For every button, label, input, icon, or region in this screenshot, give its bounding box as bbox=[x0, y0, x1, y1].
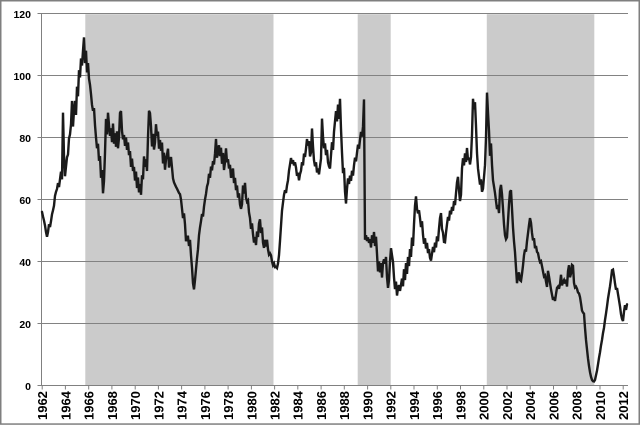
svg-text:2008: 2008 bbox=[570, 391, 585, 420]
svg-text:80: 80 bbox=[19, 133, 31, 145]
svg-text:1964: 1964 bbox=[58, 390, 73, 420]
svg-text:2012: 2012 bbox=[616, 391, 631, 420]
svg-text:60: 60 bbox=[19, 195, 31, 207]
svg-text:1994: 1994 bbox=[407, 390, 422, 420]
svg-text:1996: 1996 bbox=[430, 391, 445, 420]
svg-text:1970: 1970 bbox=[128, 391, 143, 420]
svg-text:120: 120 bbox=[13, 9, 31, 21]
svg-text:2002: 2002 bbox=[500, 391, 515, 420]
svg-text:1992: 1992 bbox=[384, 391, 399, 420]
svg-text:1986: 1986 bbox=[314, 391, 329, 420]
svg-text:100: 100 bbox=[13, 71, 31, 83]
svg-text:1980: 1980 bbox=[244, 391, 259, 420]
svg-text:2006: 2006 bbox=[546, 391, 561, 420]
svg-text:1966: 1966 bbox=[82, 391, 97, 420]
svg-text:1972: 1972 bbox=[151, 391, 166, 420]
svg-text:40: 40 bbox=[19, 257, 31, 269]
svg-text:1998: 1998 bbox=[453, 391, 468, 420]
svg-text:1962: 1962 bbox=[35, 391, 50, 420]
svg-text:20: 20 bbox=[19, 319, 31, 331]
svg-text:1988: 1988 bbox=[337, 391, 352, 420]
svg-text:1990: 1990 bbox=[361, 391, 376, 420]
svg-text:1968: 1968 bbox=[105, 391, 120, 420]
svg-text:1982: 1982 bbox=[268, 391, 283, 420]
svg-text:1976: 1976 bbox=[198, 391, 213, 420]
svg-text:1984: 1984 bbox=[291, 390, 306, 420]
svg-text:1974: 1974 bbox=[175, 390, 190, 420]
svg-text:0: 0 bbox=[25, 381, 31, 393]
svg-text:2010: 2010 bbox=[593, 391, 608, 420]
svg-text:2000: 2000 bbox=[477, 391, 492, 420]
svg-text:1978: 1978 bbox=[221, 391, 236, 420]
svg-text:2004: 2004 bbox=[523, 390, 538, 420]
